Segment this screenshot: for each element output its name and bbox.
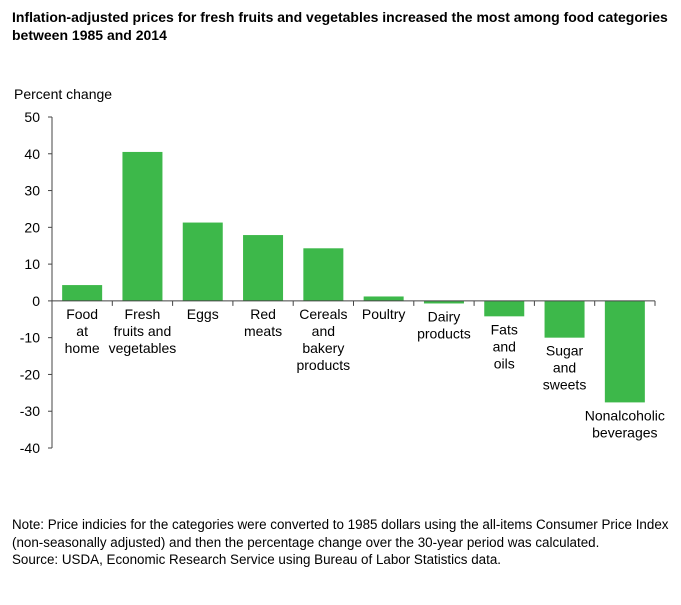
chart-title: Inflation-adjusted prices for fresh frui… (12, 9, 668, 43)
chart-footer: Note: Price indicies for the categories … (12, 516, 672, 569)
y-tick-label: 30 (24, 183, 40, 199)
x-tick-label: Eggs (187, 306, 219, 322)
x-tick-label: Cereals and bakery products (296, 306, 350, 373)
x-tick-label: Fresh fruits and vegetables (109, 306, 177, 356)
y-tick-label: -20 (20, 366, 40, 382)
y-tick-label: 20 (24, 219, 40, 235)
bar (363, 296, 404, 301)
bar-chart: 50 40 30 20 10 0 -10 -20 -30 -40 Food at home Fresh fr… (20, 109, 665, 456)
y-tick-label: -30 (20, 403, 40, 419)
bar (544, 300, 585, 338)
y-tick-label: 50 (24, 109, 40, 125)
bar (303, 248, 344, 301)
y-tick-label: -40 (20, 440, 40, 456)
y-tick-label: 40 (24, 146, 40, 162)
footer-source: Source: USDA, Economic Research Service … (12, 552, 501, 567)
y-tick-label: -10 (20, 330, 40, 346)
y-tick-label: 0 (32, 293, 40, 309)
bar (604, 300, 645, 403)
bar (62, 285, 103, 301)
footer-note: Note: Price indicies for the categories … (12, 517, 669, 550)
y-axis-label: Percent change (14, 86, 113, 102)
bar (122, 151, 163, 301)
y-tick-label: 10 (24, 256, 40, 272)
x-tick-label: Fats and oils (491, 321, 518, 371)
x-tick-label: Poultry (362, 306, 406, 322)
x-tick-label: Dairy products (417, 308, 471, 341)
bar (423, 300, 464, 304)
x-tick-label: Red meats (244, 306, 282, 339)
x-tick-label: Food at home (65, 306, 100, 356)
bar (243, 235, 284, 301)
x-tick-label: Sugar and sweets (543, 343, 587, 393)
x-tick-label: Nonalcoholic beverages (585, 407, 665, 440)
bar (484, 300, 525, 317)
bar (182, 222, 223, 301)
